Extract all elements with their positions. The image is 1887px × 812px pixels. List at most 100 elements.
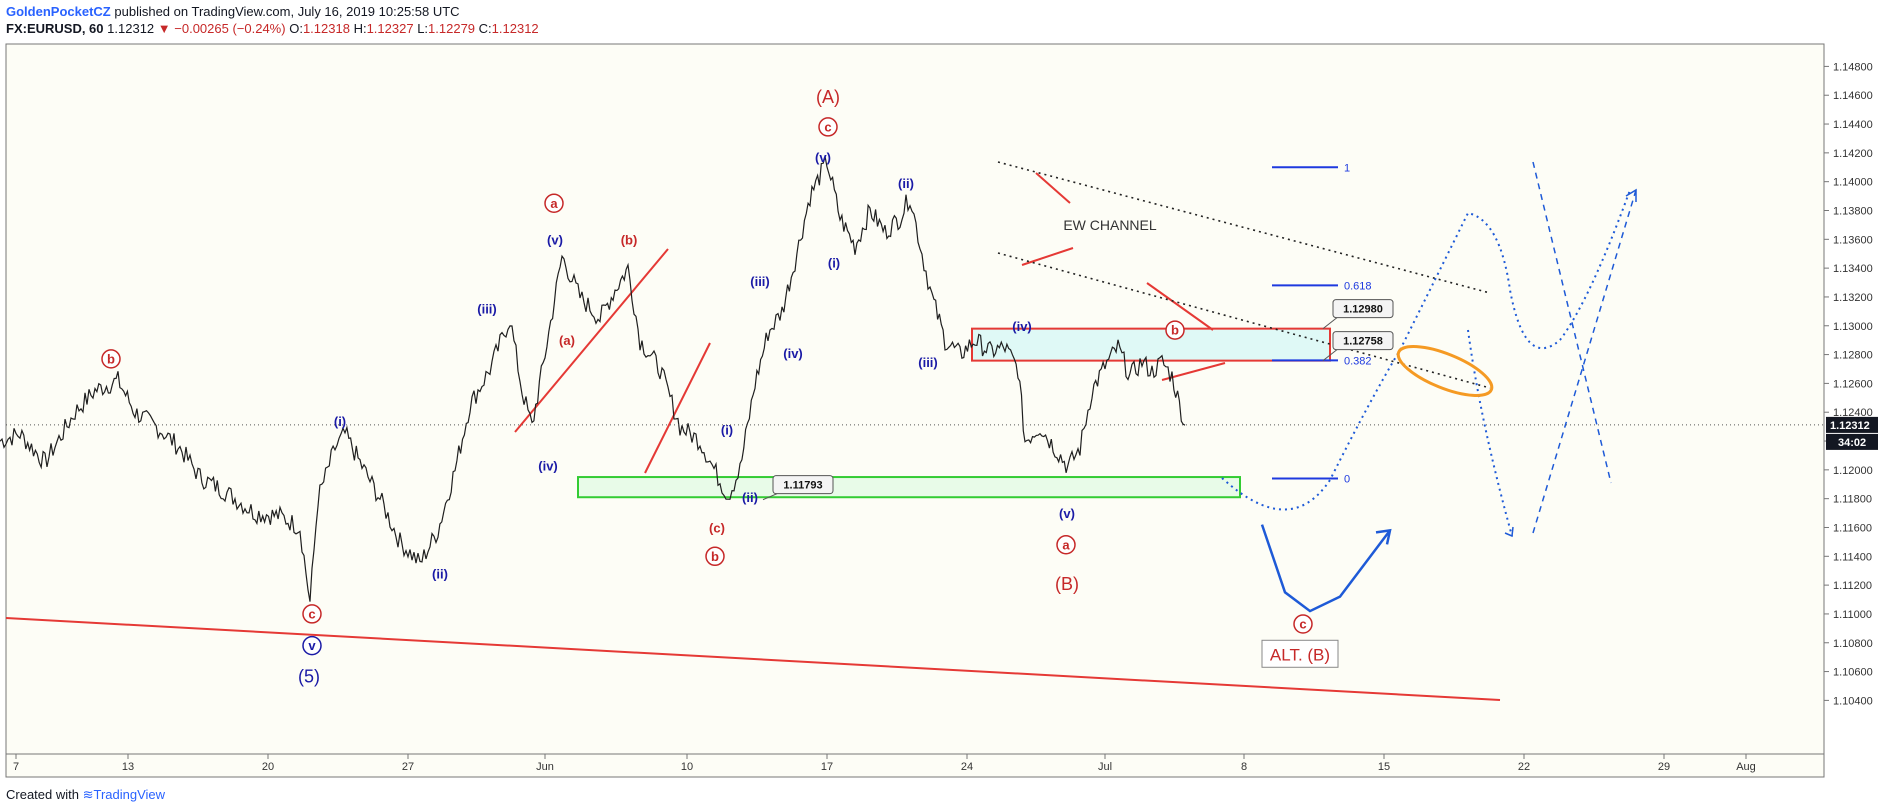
wave-label[interactable]: (v) — [547, 232, 563, 247]
projection-series[interactable] — [1260, 524, 1391, 613]
alt-b-label[interactable]: ALT. (B) — [1261, 639, 1339, 668]
price-tick-label: 1.14200 — [1833, 148, 1873, 160]
price-tick-label: 1.13600 — [1833, 234, 1873, 246]
callout-text: 1.12758 — [1343, 336, 1383, 348]
wave-circle — [818, 117, 838, 137]
callout-box — [1332, 331, 1394, 351]
price-tick-label: 1.14600 — [1833, 90, 1873, 102]
wave-label-circled[interactable]: c — [1293, 614, 1313, 634]
dashed-projection-up[interactable] — [1532, 189, 1637, 534]
wave-label[interactable]: (v) — [815, 150, 831, 165]
projection-arrowhead — [1375, 528, 1392, 545]
wave-label-circled[interactable]: b — [101, 349, 121, 369]
time-tick-label: 7 — [13, 761, 19, 773]
wave-label-circled[interactable]: a — [544, 193, 564, 214]
wave-labels[interactable]: EW CHANNEL (A) c (v) (ii) (i) (iii) (iv) (i) (ii)… — [101, 87, 1339, 686]
time-tick-label: 8 — [1241, 761, 1247, 773]
wave-label[interactable]: (iv) — [783, 346, 803, 361]
dashed-projection-down[interactable] — [1532, 161, 1612, 484]
price-tick-label: 1.12600 — [1833, 378, 1873, 390]
wave-label[interactable]: (ii) — [898, 176, 914, 191]
price-callout[interactable]: 1.11793 — [762, 475, 834, 501]
countdown-tag-text: 34:02 — [1838, 437, 1866, 449]
wave-label[interactable]: (i) — [721, 423, 733, 438]
red-trendline-e[interactable] — [1146, 282, 1214, 331]
wave-label-circled[interactable]: a — [1056, 535, 1076, 555]
price-callouts[interactable]: 1.11793 1.12980 1.12758 — [762, 299, 1394, 501]
wave-label-circled[interactable]: c — [818, 117, 838, 137]
red-trendline-d[interactable] — [1021, 247, 1074, 266]
wave-label[interactable]: (iii) — [750, 274, 770, 289]
tradingview-link[interactable]: TradingView — [93, 787, 166, 802]
high-value: 1.12327 — [366, 21, 414, 36]
wave-label-circled[interactable]: v — [302, 635, 322, 656]
time-tick-label: 13 — [122, 761, 134, 773]
wave-label[interactable]: (ii) — [432, 567, 448, 582]
price-callout[interactable]: 1.12758 — [1322, 331, 1394, 362]
price-tick-label: 1.14800 — [1833, 61, 1873, 73]
wave-circle-text: b — [711, 549, 719, 564]
fib-level-label: 1 — [1344, 162, 1350, 174]
wave-label[interactable]: (i) — [334, 414, 346, 429]
wave-label[interactable]: (iv) — [1012, 319, 1032, 334]
dotted-projection-wave[interactable] — [1221, 189, 1631, 511]
wave-label[interactable]: (v) — [1059, 506, 1075, 521]
wave-label[interactable]: (B) — [1055, 574, 1079, 594]
wave-label[interactable]: (ii) — [742, 490, 758, 505]
alt-b-text: ALT. (B) — [1270, 645, 1330, 664]
wave-label[interactable]: EW CHANNEL — [1063, 217, 1157, 233]
low-label: L: — [417, 21, 429, 36]
price-axis[interactable]: 1.14800 1.14600 1.14400 1.14200 1.14000 1.138… — [1824, 61, 1873, 707]
wave-label[interactable]: (b) — [621, 232, 638, 247]
price-tick-label: 1.10400 — [1833, 695, 1873, 707]
price-change: ▼ −0.00265 (−0.24%) — [157, 21, 286, 36]
price-series[interactable] — [0, 156, 1186, 602]
wave-circle — [1165, 320, 1185, 340]
wave-circle — [1056, 535, 1076, 555]
ew-channel-upper[interactable] — [997, 161, 1491, 294]
long-red-trendline[interactable] — [5, 617, 1501, 701]
ew-channel-lower[interactable] — [997, 252, 1491, 389]
price-tick-label: 1.14000 — [1833, 177, 1873, 189]
callout-text: 1.12980 — [1343, 304, 1383, 316]
price-tick-label: 1.13400 — [1833, 263, 1873, 275]
price-callout[interactable]: 1.12980 — [1322, 299, 1394, 330]
wave-circle — [302, 635, 322, 656]
time-tick-label: 27 — [402, 761, 414, 773]
fib-level-label: 0.382 — [1344, 355, 1372, 367]
last-price-tag-text: 1.12312 — [1830, 420, 1870, 432]
wave-circle-text: v — [308, 638, 316, 653]
header-line-1: GoldenPocketCZ published on TradingView.… — [6, 4, 460, 19]
orange-highlight-ellipse[interactable] — [1392, 337, 1497, 406]
wave-label[interactable]: (a) — [559, 333, 575, 348]
wave-label-circled[interactable]: b — [1165, 320, 1185, 340]
red-trendline-c[interactable] — [1035, 172, 1071, 204]
price-tick-label: 1.12400 — [1833, 407, 1873, 419]
green-zone[interactable] — [577, 476, 1241, 499]
wave-label[interactable]: (A) — [816, 87, 840, 107]
wave-label-circled[interactable]: b — [705, 546, 725, 567]
wave-label-circled[interactable]: c — [302, 604, 322, 624]
time-axis[interactable]: 7 13 20 27 Jun 10 17 24 Jul 8 15 22 29 Aug — [13, 754, 1756, 773]
wave-label[interactable]: (iii) — [918, 355, 938, 370]
time-tick-label: 10 — [681, 761, 693, 773]
open-label: O: — [289, 21, 303, 36]
price-tick-label: 1.10600 — [1833, 667, 1873, 679]
wave-label[interactable]: (iii) — [477, 301, 497, 316]
wave-circle-text: a — [1062, 537, 1070, 552]
author-name[interactable]: GoldenPocketCZ — [6, 4, 111, 19]
price-tick-label: 1.14400 — [1833, 119, 1873, 131]
fib-levels[interactable]: 1 0.618 0.382 0 — [1272, 162, 1372, 485]
wave-label[interactable]: (iv) — [538, 459, 558, 474]
wave-label[interactable]: (5) — [298, 666, 320, 686]
fib-level-label: 0.618 — [1344, 280, 1372, 292]
time-tick-label: 22 — [1518, 761, 1530, 773]
cyan-zone[interactable] — [971, 327, 1331, 362]
price-tick-label: 1.11600 — [1833, 522, 1872, 534]
time-tick-label: 29 — [1658, 761, 1670, 773]
red-trendline-b[interactable] — [644, 342, 711, 474]
red-trendline-a[interactable] — [514, 248, 669, 433]
wave-label[interactable]: (i) — [828, 255, 840, 270]
wave-label[interactable]: (c) — [709, 520, 725, 535]
